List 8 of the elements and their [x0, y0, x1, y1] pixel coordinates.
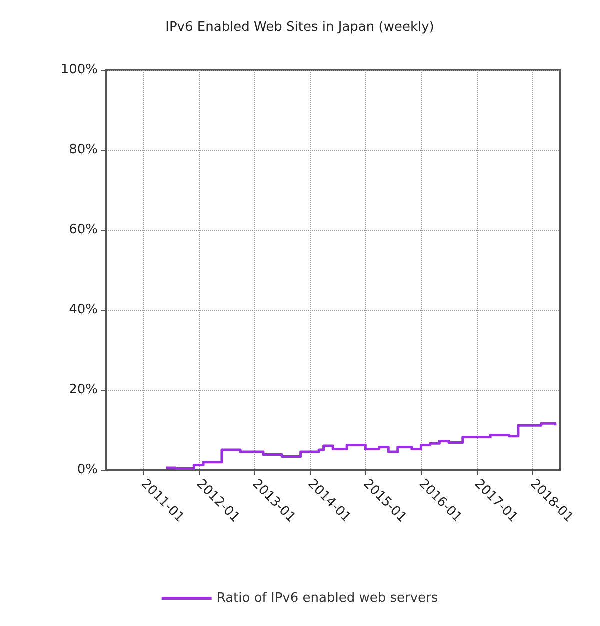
y-tick-label: 0% [77, 462, 98, 478]
y-tick-label: 60% [69, 222, 98, 238]
legend-label: Ratio of IPv6 enabled web servers [216, 591, 438, 606]
y-tick-label: 20% [69, 382, 98, 398]
y-tick-label: 80% [69, 142, 98, 158]
y-tick-label: 40% [69, 302, 98, 318]
chart-title: IPv6 Enabled Web Sites in Japan (weekly) [166, 20, 434, 35]
y-tick-label: 100% [60, 62, 98, 78]
